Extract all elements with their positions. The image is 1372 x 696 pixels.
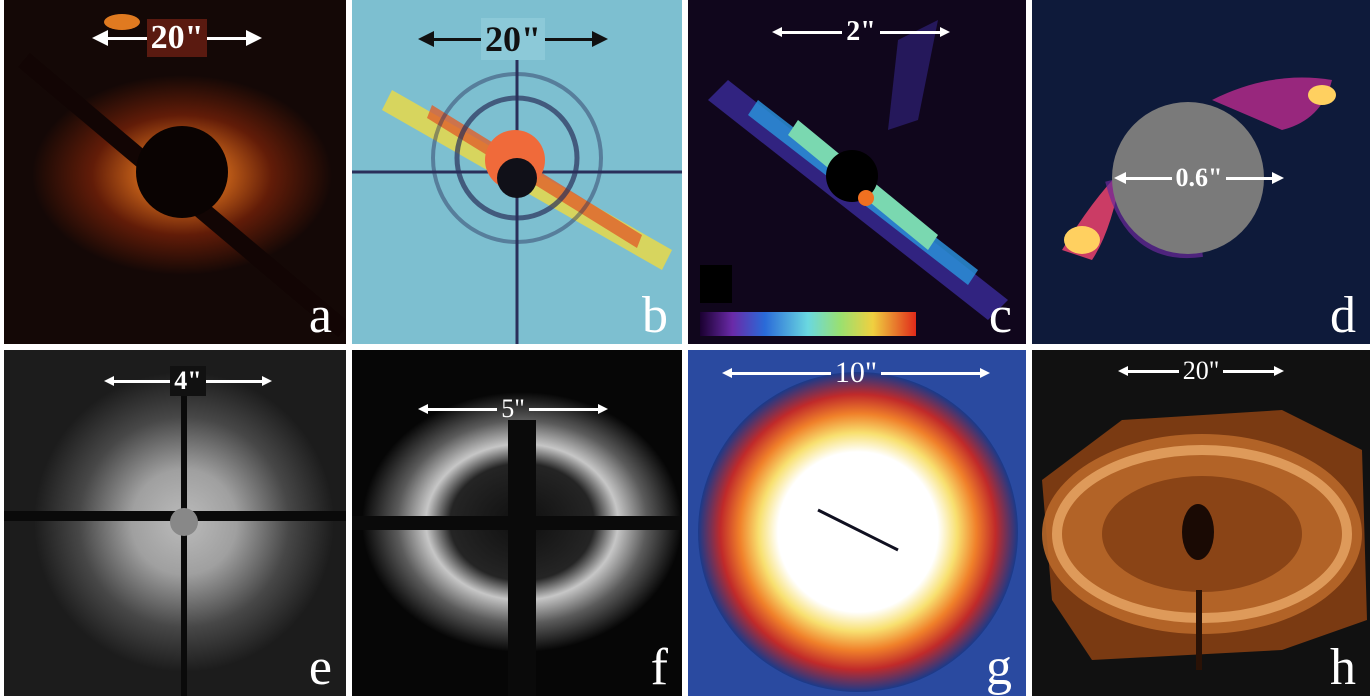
panel-b-image [352, 0, 682, 344]
panel-letter-a: a [308, 287, 332, 344]
panel-g: 10" g [688, 350, 1026, 696]
panel-g-image [688, 350, 1026, 696]
scale-label-a: 20" [146, 19, 208, 57]
scale-bar-b: 20" [418, 18, 608, 60]
panel-c-image [700, 20, 1008, 320]
panel-e-image [4, 372, 346, 696]
scale-bar-d: 0.6" [1114, 160, 1284, 196]
panel-letter-d: d [1330, 287, 1356, 344]
scale-label-e: 4" [170, 366, 206, 396]
panel-a: 20" a [4, 0, 346, 344]
scale-bar-g: 10" [722, 356, 990, 390]
scale-label-g: 10" [834, 356, 878, 389]
scale-bar-a: 20" [92, 19, 263, 57]
panel-b: 20" b [352, 0, 682, 344]
scale-label-b: 20" [481, 18, 545, 60]
scale-label-c: 2" [846, 16, 876, 47]
colorbar-c [700, 312, 916, 336]
panel-letter-c: c [988, 287, 1012, 344]
panel-letter-h: h [1330, 639, 1356, 696]
panel-letter-g: g [986, 639, 1012, 696]
scale-label-f: 5" [501, 394, 525, 423]
panel-e: 4" e [4, 350, 346, 696]
scale-bar-f: 5" [418, 394, 608, 424]
scale-label-d: 0.6" [1175, 163, 1223, 192]
panel-f: 5" f [352, 350, 682, 696]
scale-bar-e: 4" [104, 366, 272, 396]
scale-bar-h: 20" [1118, 356, 1284, 386]
panel-h: 20" h [1032, 350, 1370, 696]
panel-d-image [1062, 77, 1336, 260]
scale-bar-c: 2" [772, 16, 951, 48]
panel-c: 2" c [688, 0, 1026, 344]
panel-h-image [1042, 410, 1367, 670]
scale-label-h: 20" [1182, 356, 1220, 385]
panel-letter-e: e [308, 639, 332, 696]
panel-d: 0.6" d [1032, 0, 1370, 344]
panel-f-image [352, 392, 682, 696]
panel-letter-b: b [642, 287, 668, 344]
panel-letter-f: f [650, 639, 668, 696]
panel-a-image [18, 14, 346, 337]
